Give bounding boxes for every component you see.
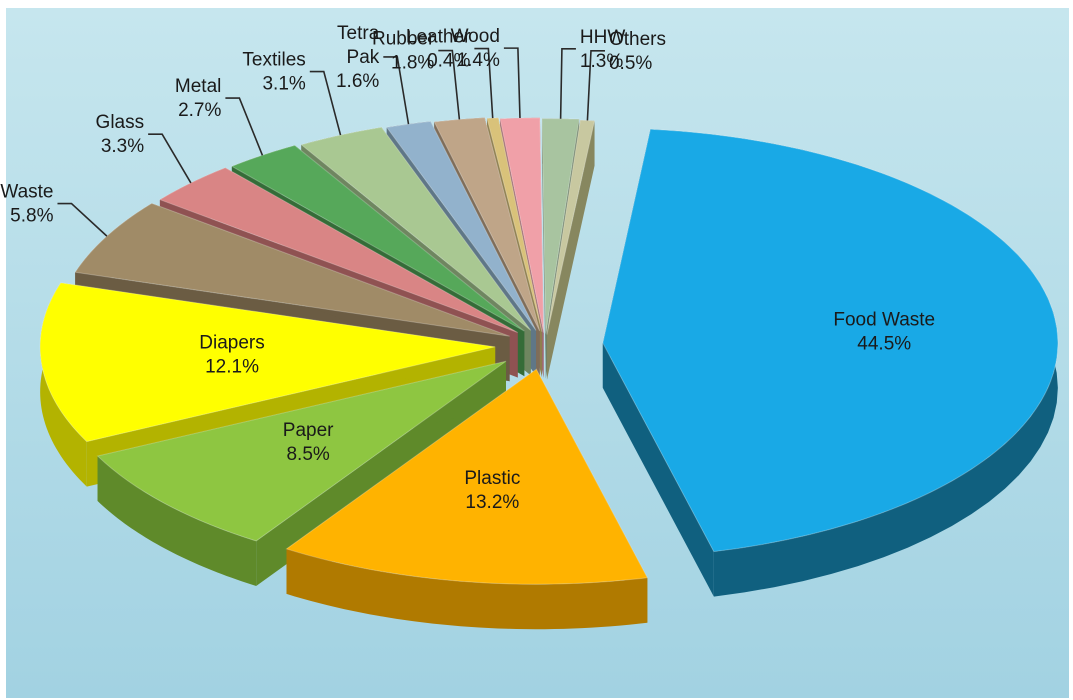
leader-lines — [57, 47, 605, 237]
leader-textiles — [309, 70, 342, 136]
slice-label-hhw: HHW 1.3% — [580, 27, 625, 72]
slice-label-line: Food Waste — [833, 310, 935, 331]
slice-label-others: Others 0.5% — [609, 29, 666, 74]
slice-label-leather: Leather 0.4% — [406, 27, 471, 72]
leader-wood — [503, 47, 521, 119]
slice-label-line: 2.7% — [178, 100, 221, 121]
slice-label-line: 8.5% — [286, 444, 329, 465]
slice-top-leather — [486, 117, 543, 332]
slice-label-paper: Paper 8.5% — [283, 420, 334, 465]
slice-label-garden-waste: Garden Waste 5.8% — [0, 182, 54, 227]
slice-top-textiles — [300, 126, 532, 331]
slice-label-line: 3.1% — [262, 74, 305, 95]
slice-wall-food-waste — [602, 343, 714, 597]
leader-others — [586, 49, 605, 121]
slice-label-line: Leather — [406, 27, 471, 48]
slice-label-glass: Glass 3.3% — [96, 112, 145, 157]
slice-rim-plastic — [286, 548, 648, 630]
slice-others — [546, 119, 596, 380]
slice-label-line: 13.2% — [465, 492, 519, 513]
slice-label-line: 44.5% — [857, 334, 911, 355]
slice-top-food-waste — [602, 128, 1059, 553]
slice-top-hhw — [541, 118, 580, 334]
slice-top-metal — [230, 144, 525, 332]
slice-wall-hhw — [542, 118, 546, 379]
slice-label-rubber: Rubber 1.8% — [372, 29, 435, 74]
slice-label-line: Glass — [96, 112, 145, 133]
slice-label-line: Pak — [347, 47, 380, 68]
slice-label-line: HHW — [580, 27, 625, 48]
leader-tetra-pak — [383, 56, 410, 125]
slice-label-wood: Wood 1.4% — [451, 26, 500, 71]
leader-rubber — [438, 49, 461, 120]
slice-label-line: Others — [609, 29, 666, 50]
slice-label-tetra-pak: Tetra Pak 1.6% — [336, 23, 380, 92]
slice-label-line: Diapers — [199, 332, 264, 353]
slice-rim-paper — [97, 456, 257, 586]
slice-label-line: 1.3% — [580, 51, 623, 72]
slice-label-line: Plastic — [464, 468, 520, 489]
leader-leather — [474, 47, 494, 119]
slice-label-line: Metal — [175, 76, 221, 97]
slice-label-line: Garden Waste — [0, 182, 53, 203]
pie-slices — [39, 117, 1059, 630]
slice-food-waste — [602, 128, 1059, 597]
slice-label-food-waste: Food Waste 44.5% — [833, 310, 935, 355]
leader-glass — [148, 133, 192, 184]
slice-label-line: Paper — [283, 420, 334, 441]
slice-label-plastic: Plastic 13.2% — [464, 468, 520, 513]
slice-label-metal: Metal 2.7% — [175, 76, 222, 121]
slice-top-diapers — [39, 282, 496, 443]
slice-label-line: 12.1% — [205, 356, 259, 377]
slice-plastic — [285, 368, 649, 630]
slice-label-line: Textiles — [242, 50, 305, 71]
slice-label-line: 0.5% — [609, 53, 652, 74]
slice-label-line: 3.3% — [101, 136, 144, 157]
leader-metal — [225, 97, 264, 156]
slice-top-paper — [96, 360, 507, 542]
slice-top-garden-waste — [74, 202, 510, 337]
slice-label-line: 5.8% — [10, 206, 53, 227]
slice-top-plastic — [285, 368, 649, 585]
slice-top-wood — [499, 117, 545, 333]
slice-label-line: 1.8% — [391, 53, 434, 74]
slice-label-line: Wood — [451, 26, 500, 47]
slice-label-line: 0.4% — [427, 51, 470, 72]
slice-label-line: 1.6% — [336, 71, 379, 92]
slice-label-line: Tetra — [337, 23, 380, 44]
slice-labels: Food Waste 44.5% Plastic 13.2% Paper 8.5% Diap… — [0, 23, 935, 513]
leader-garden-waste — [57, 202, 108, 237]
slice-wall-others — [546, 120, 595, 380]
slice-label-line: Rubber — [372, 29, 435, 50]
slice-label-diapers: Diapers 12.1% — [199, 332, 264, 377]
slice-label-textiles: Textiles 3.1% — [242, 50, 305, 95]
leader-hhw — [559, 48, 576, 119]
slice-label-line: 1.4% — [457, 50, 500, 71]
